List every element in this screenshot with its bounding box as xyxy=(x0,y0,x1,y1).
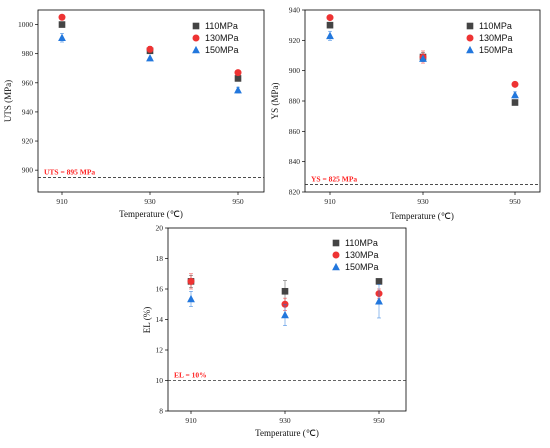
ys-xtick-label: 950 xyxy=(509,197,521,206)
chart-ys: YS = 825 MPa 820 840 860 880 900 920 940 910 930… xyxy=(270,6,541,221)
el-point-110MPa xyxy=(281,287,289,295)
uts-point-110MPa xyxy=(58,21,66,28)
uts-xtick-label: 950 xyxy=(232,197,244,206)
y-axis-label-el: EL (%) xyxy=(142,307,152,333)
uts-point-150MPa xyxy=(146,53,154,62)
ys-point-130MPa xyxy=(326,14,334,22)
el-legend-marker xyxy=(332,251,340,259)
uts-point-130MPa xyxy=(234,69,242,77)
ticks-ys: 820 840 860 880 900 920 940 910 930 950 xyxy=(289,6,521,207)
ys-point-150MPa xyxy=(326,31,334,40)
uts-legend-marker xyxy=(192,45,200,54)
x-axis-label-ys: Temperature (℃) xyxy=(390,211,454,221)
el-point-110MPa xyxy=(375,278,383,285)
ys-legend-label: 130MPa xyxy=(479,33,513,43)
el-legend-label: 110MPa xyxy=(345,238,378,248)
uts-ytick-label: 920 xyxy=(22,137,34,146)
ys-ytick-label: 860 xyxy=(289,127,301,136)
legend-uts: 110MPa 130MPa 150MPa xyxy=(192,21,239,55)
uts-ytick-label: 1000 xyxy=(18,20,33,29)
ticks-el: 8 10 12 14 16 18 20 910 930 950 xyxy=(156,224,385,426)
ys-ytick-label: 840 xyxy=(289,157,301,166)
el-legend-marker xyxy=(332,239,340,247)
el-xtick-label: 930 xyxy=(279,416,291,425)
uts-ytick-label: 960 xyxy=(22,78,34,87)
el-ytick-label: 12 xyxy=(156,346,164,355)
uts-legend-label: 130MPa xyxy=(205,33,239,43)
ys-legend-marker xyxy=(466,34,474,42)
ys-point-130MPa xyxy=(511,80,519,88)
ys-ytick-label: 940 xyxy=(289,6,301,15)
el-point-150MPa xyxy=(281,310,289,319)
y-axis-label-uts: UTS (MPa) xyxy=(3,80,13,122)
uts-point-130MPa xyxy=(58,13,66,21)
el-ytick-label: 14 xyxy=(156,315,164,324)
el-point-130MPa xyxy=(187,277,195,285)
ys-legend-marker xyxy=(466,45,474,54)
ys-reference-label: YS = 825 MPa xyxy=(311,174,357,183)
el-xtick-label: 950 xyxy=(373,416,385,425)
ticks-uts: 900 920 940 960 980 1000 910 930 950 xyxy=(18,20,244,206)
el-ytick-label: 20 xyxy=(156,224,164,233)
uts-ytick-label: 980 xyxy=(22,49,34,58)
marks-el xyxy=(187,273,383,326)
uts-legend-label: 110MPa xyxy=(205,21,238,31)
y-axis-label-ys: YS (MPa) xyxy=(270,83,280,120)
plot-frame-uts xyxy=(37,9,265,193)
ys-legend-marker xyxy=(466,22,474,30)
ys-point-110MPa xyxy=(326,21,334,29)
uts-point-130MPa xyxy=(146,45,154,53)
el-xtick-label: 910 xyxy=(185,416,197,425)
uts-point-110MPa xyxy=(234,75,242,82)
marks-uts xyxy=(58,13,242,94)
ys-legend-label: 110MPa xyxy=(479,21,512,31)
chart-el: EL = 10% 8 10 12 14 16 18 20 910 930 950 110MPa 13… xyxy=(142,224,407,438)
uts-legend-marker xyxy=(192,34,200,42)
ys-ytick-label: 880 xyxy=(289,97,301,106)
el-ytick-label: 10 xyxy=(156,376,164,385)
marks-ys xyxy=(326,14,519,106)
ys-point-110MPa xyxy=(511,99,519,106)
uts-point-150MPa xyxy=(234,85,242,94)
ys-point-150MPa xyxy=(419,54,427,62)
uts-xtick-label: 910 xyxy=(56,197,68,206)
el-legend-marker xyxy=(332,262,340,271)
el-point-150MPa xyxy=(187,294,195,303)
uts-xtick-label: 930 xyxy=(144,197,156,206)
ref-layer-el: EL = 10% xyxy=(168,371,406,381)
uts-legend-label: 150MPa xyxy=(205,45,239,55)
el-point-150MPa xyxy=(375,297,383,305)
ys-point-150MPa xyxy=(511,90,519,99)
ys-ytick-label: 900 xyxy=(289,66,301,75)
el-ytick-label: 16 xyxy=(156,285,164,294)
uts-reference-label: UTS = 895 MPa xyxy=(44,167,95,176)
ys-ytick-label: 820 xyxy=(289,188,301,197)
uts-legend-marker xyxy=(192,22,200,30)
legend-el: 110MPa 130MPa 150MPa xyxy=(332,238,379,272)
el-legend-label: 150MPa xyxy=(345,262,379,272)
x-axis-label-el: Temperature (℃) xyxy=(255,428,319,438)
uts-point-150MPa xyxy=(58,33,66,41)
legend-ys: 110MPa 130MPa 150MPa xyxy=(466,21,513,55)
el-reference-label: EL = 10% xyxy=(174,371,207,380)
ys-legend-label: 150MPa xyxy=(479,45,513,55)
el-ytick-label: 18 xyxy=(156,254,164,263)
uts-ytick-label: 900 xyxy=(22,166,34,175)
el-ytick-label: 8 xyxy=(159,407,163,416)
ys-ytick-label: 920 xyxy=(289,36,301,45)
ref-layer-ys: YS = 825 MPa xyxy=(305,174,540,185)
el-legend-label: 130MPa xyxy=(345,250,379,260)
ref-layer-uts: UTS = 895 MPa xyxy=(38,167,264,178)
x-axis-label-uts: Temperature (℃) xyxy=(119,209,183,219)
ys-xtick-label: 910 xyxy=(324,197,336,206)
ys-xtick-label: 930 xyxy=(417,197,429,206)
uts-ytick-label: 940 xyxy=(22,107,34,116)
